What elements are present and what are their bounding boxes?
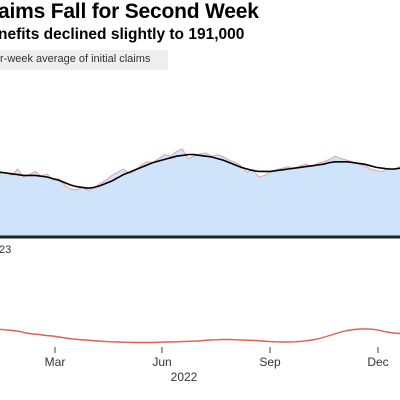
legend-background xyxy=(0,50,168,70)
chart-title: aims Fall for Second Week xyxy=(0,0,259,23)
x-tick-label: Sep xyxy=(259,355,281,369)
x-tick-label: Mar xyxy=(45,355,66,369)
baseline-label: 23 xyxy=(0,244,11,256)
area-fill xyxy=(0,149,400,238)
x-year-label: 2022 xyxy=(171,370,198,384)
average-line xyxy=(0,153,400,190)
area-series-line xyxy=(0,148,400,192)
x-tick-label: Dec xyxy=(367,355,388,369)
lower-series-line xyxy=(0,328,400,344)
x-tick-label: Jun xyxy=(152,355,171,369)
chart-subtitle: nefits declined slightly to 191,000 xyxy=(0,26,245,43)
legend-label: r-week average of initial claims xyxy=(0,53,151,65)
